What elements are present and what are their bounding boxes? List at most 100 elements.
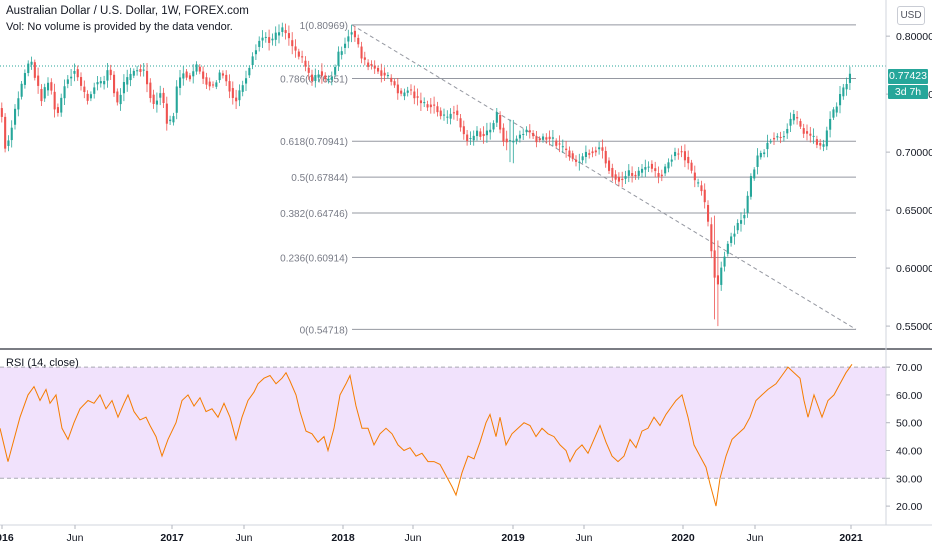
- candle-body[interactable]: [730, 236, 733, 243]
- candle-body[interactable]: [76, 69, 79, 78]
- candle-body[interactable]: [492, 123, 495, 130]
- candle-body[interactable]: [225, 74, 228, 82]
- candle-body[interactable]: [472, 135, 475, 141]
- candle-body[interactable]: [419, 100, 422, 104]
- candle-body[interactable]: [568, 150, 571, 157]
- candle-body[interactable]: [66, 79, 69, 84]
- candle-body[interactable]: [116, 91, 119, 103]
- candle-body[interactable]: [512, 140, 515, 143]
- candle-body[interactable]: [245, 78, 248, 84]
- candle-body[interactable]: [551, 137, 554, 139]
- currency-button[interactable]: USD: [897, 6, 925, 25]
- rsi-axis[interactable]: 70.00 60.00 50.00 40.00 30.00 20.00: [886, 362, 922, 513]
- candle-body[interactable]: [753, 169, 756, 179]
- candle-body[interactable]: [126, 77, 129, 85]
- candle-body[interactable]: [393, 81, 396, 86]
- candle-body[interactable]: [683, 151, 686, 161]
- candle-body[interactable]: [221, 73, 224, 76]
- candle-body[interactable]: [20, 83, 23, 97]
- candle-body[interactable]: [149, 82, 152, 99]
- candle-body[interactable]: [271, 38, 274, 41]
- candle-body[interactable]: [218, 72, 221, 81]
- candle-body[interactable]: [759, 152, 762, 158]
- candle-body[interactable]: [449, 113, 452, 119]
- candle-body[interactable]: [37, 75, 40, 86]
- candle-body[interactable]: [749, 176, 752, 197]
- candle-body[interactable]: [258, 40, 261, 47]
- candle-body[interactable]: [152, 94, 155, 104]
- candle-body[interactable]: [469, 138, 472, 140]
- candle-body[interactable]: [614, 174, 617, 180]
- candle-body[interactable]: [231, 88, 234, 98]
- candle-body[interactable]: [188, 75, 191, 80]
- candle-body[interactable]: [802, 128, 805, 134]
- candle-body[interactable]: [175, 86, 178, 113]
- candle-body[interactable]: [410, 89, 413, 91]
- candle-body[interactable]: [314, 75, 317, 81]
- candle-body[interactable]: [535, 136, 538, 143]
- time-axis[interactable]: 2016 Jun 2017 Jun 2018 Jun 2019 Jun 2020 Jun 2021: [0, 525, 863, 544]
- candle-body[interactable]: [380, 70, 383, 76]
- candle-body[interactable]: [340, 51, 343, 55]
- candle-body[interactable]: [575, 159, 578, 162]
- candle-body[interactable]: [733, 233, 736, 237]
- candle-body[interactable]: [647, 166, 650, 168]
- candle-body[interactable]: [132, 70, 135, 76]
- candle-body[interactable]: [664, 166, 667, 174]
- candle-body[interactable]: [789, 118, 792, 126]
- candle-body[interactable]: [591, 151, 594, 154]
- candle-body[interactable]: [195, 64, 198, 72]
- candle-body[interactable]: [650, 163, 653, 169]
- candle-body[interactable]: [93, 87, 96, 94]
- candle-body[interactable]: [654, 168, 657, 172]
- candle-body[interactable]: [14, 108, 17, 125]
- candle-body[interactable]: [23, 73, 26, 85]
- candle-body[interactable]: [139, 69, 142, 72]
- candle-body[interactable]: [106, 70, 109, 81]
- candle-body[interactable]: [301, 56, 304, 58]
- candlestick-series[interactable]: [0, 22, 851, 327]
- candle-body[interactable]: [796, 117, 799, 119]
- candle-body[interactable]: [367, 62, 370, 67]
- candle-body[interactable]: [284, 30, 287, 34]
- candle-body[interactable]: [287, 33, 290, 39]
- candle-body[interactable]: [690, 162, 693, 171]
- candle-body[interactable]: [254, 50, 257, 55]
- candle-body[interactable]: [109, 69, 112, 76]
- candle-body[interactable]: [337, 51, 340, 66]
- candle-body[interactable]: [423, 102, 426, 104]
- candle-body[interactable]: [773, 137, 776, 140]
- candle-body[interactable]: [50, 82, 53, 91]
- candle-body[interactable]: [251, 56, 254, 66]
- candle-body[interactable]: [268, 37, 271, 43]
- candle-body[interactable]: [330, 76, 333, 80]
- candle-body[interactable]: [829, 118, 832, 130]
- candle-body[interactable]: [10, 127, 13, 141]
- candle-body[interactable]: [33, 62, 36, 78]
- candle-body[interactable]: [274, 32, 277, 40]
- candle-body[interactable]: [542, 136, 545, 140]
- candle-body[interactable]: [515, 138, 518, 142]
- candle-body[interactable]: [248, 67, 251, 76]
- candle-body[interactable]: [720, 267, 723, 285]
- candle-body[interactable]: [165, 103, 168, 124]
- candle-body[interactable]: [736, 222, 739, 231]
- candle-body[interactable]: [264, 36, 267, 38]
- candle-body[interactable]: [80, 77, 83, 86]
- candle-body[interactable]: [353, 30, 356, 38]
- candle-body[interactable]: [522, 133, 525, 135]
- candle-body[interactable]: [786, 128, 789, 134]
- candle-body[interactable]: [146, 70, 149, 85]
- candle-body[interactable]: [819, 142, 822, 146]
- candle-body[interactable]: [657, 173, 660, 177]
- candle-body[interactable]: [845, 84, 848, 90]
- candle-body[interactable]: [528, 130, 531, 133]
- candle-body[interactable]: [578, 161, 581, 163]
- candle-body[interactable]: [297, 51, 300, 57]
- candle-body[interactable]: [113, 74, 116, 94]
- candle-body[interactable]: [848, 73, 851, 83]
- candle-body[interactable]: [489, 129, 492, 133]
- candle-body[interactable]: [670, 159, 673, 162]
- candle-body[interactable]: [832, 109, 835, 118]
